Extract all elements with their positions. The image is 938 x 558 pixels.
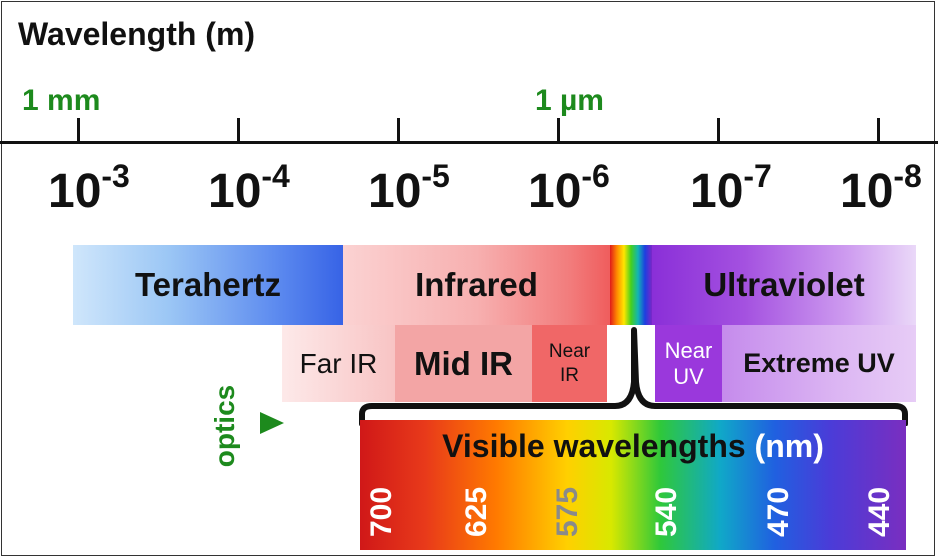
visible-tick-label: 540: [650, 486, 683, 538]
band-terahertz: Terahertz: [73, 245, 343, 325]
axis-tick: [77, 118, 80, 142]
band-mid-ir: Mid IR: [395, 325, 532, 402]
band-ultraviolet: Ultraviolet: [652, 245, 916, 325]
visible-tick-label: 470: [762, 486, 795, 538]
axis-tick: [717, 118, 720, 142]
power-label-1e-6: 10-6: [528, 158, 610, 218]
visible-bracket: [359, 327, 908, 426]
wavelength-axis: [0, 141, 938, 144]
power-label-1e-7: 10-7: [690, 158, 772, 218]
axis-tick: [397, 118, 400, 142]
optics-label: optics: [209, 384, 241, 468]
visible-wavelengths-label: Visible wavelengths (nm): [442, 428, 824, 464]
power-label-1e-8: 10-8: [840, 158, 922, 218]
band-near-uv: Near UV: [655, 325, 722, 402]
axis-tick: [237, 118, 240, 142]
band-near-ir: Near IR: [532, 325, 607, 402]
visible-tick-label: 440: [863, 486, 896, 538]
scale-label-um: 1 µm: [535, 84, 604, 117]
visible-tick-label: 625: [460, 486, 493, 538]
band-infrared: Infrared: [343, 245, 610, 325]
visible-spectrum-panel: [360, 420, 906, 550]
optics-arrow-icon: [260, 412, 284, 434]
power-label-1e-3: 10-3: [48, 158, 130, 218]
power-label-1e-4: 10-4: [208, 158, 290, 218]
band-extreme-uv: Extreme UV: [722, 325, 916, 402]
power-label-1e-5: 10-5: [368, 158, 450, 218]
scale-label-mm: 1 mm: [22, 84, 101, 117]
visible-tick-label: 700: [365, 486, 398, 538]
band-far-ir: Far IR: [282, 325, 395, 402]
diagram-title: Wavelength (m): [18, 16, 256, 52]
axis-tick: [557, 118, 560, 142]
band-visible-strip: [610, 245, 652, 325]
axis-tick: [877, 118, 880, 142]
visible-tick-label: 575: [551, 486, 584, 538]
